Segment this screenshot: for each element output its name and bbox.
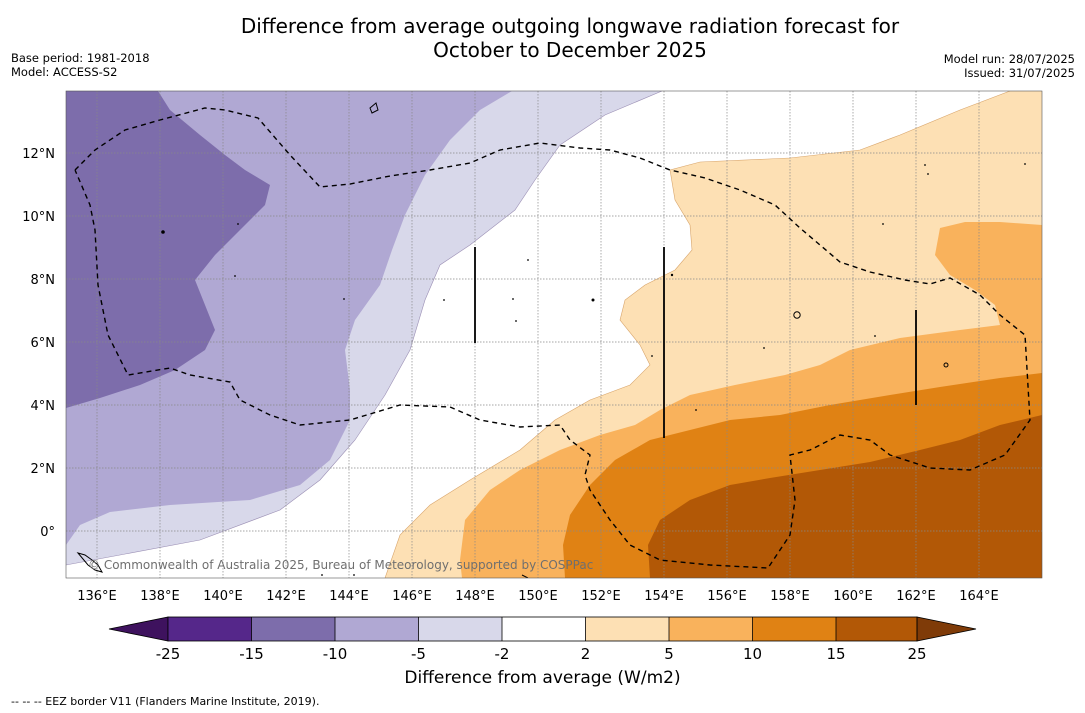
y-tick-12n: 12°N <box>22 147 55 162</box>
islands <box>76 102 949 578</box>
colorbar-label-10: 10 <box>743 645 762 663</box>
x-tick-152: 152°E <box>581 589 621 604</box>
colorbar-label-2: 2 <box>581 645 591 663</box>
colorbar-label-minus-5: -5 <box>411 645 426 663</box>
graticule <box>66 91 1042 578</box>
colorbar-swatch-7 <box>669 617 753 641</box>
map-frame <box>65 90 1043 579</box>
map-area <box>66 91 1042 578</box>
x-tick-144: 144°E <box>329 589 369 604</box>
colorbar-label-minus-10: -10 <box>323 645 348 663</box>
base-period: Base period: 1981-2018 <box>11 51 150 65</box>
x-tick-148: 148°E <box>455 589 495 604</box>
x-tick-164: 164°E <box>959 589 999 604</box>
meta-left: Base period: 1981-2018 Model: ACCESS-S2 <box>11 51 150 79</box>
boundary-lines <box>474 247 917 438</box>
colorbar-label-15: 15 <box>826 645 845 663</box>
model-name: Model: ACCESS-S2 <box>11 65 118 79</box>
x-axis-ticks: 136°E 138°E 140°E 142°E 144°E 146°E 148°… <box>77 589 999 604</box>
y-axis-ticks: 12°N 10°N 8°N 6°N 4°N 2°N 0° <box>22 147 55 540</box>
y-tick-6n: 6°N <box>31 336 56 351</box>
colorbar-label-25: 25 <box>907 645 926 663</box>
x-tick-154: 154°E <box>644 589 684 604</box>
x-tick-142: 142°E <box>266 589 306 604</box>
colorbar-swatch-4 <box>418 617 502 641</box>
map-title: Difference from average outgoing longwav… <box>0 14 1085 62</box>
title-line-2: October to December 2025 <box>433 38 707 62</box>
x-tick-160: 160°E <box>833 589 873 604</box>
olr-band-plus-15 <box>648 415 1042 578</box>
colorbar-label-minus-15: -15 <box>239 645 264 663</box>
colorbar-swatch-5 <box>502 617 586 641</box>
colorbar: -25 -15 -10 -5 -2 2 5 10 15 25 <box>108 616 977 663</box>
x-tick-156: 156°E <box>707 589 747 604</box>
colorbar-swatch-9 <box>836 617 917 641</box>
y-tick-4n: 4°N <box>31 399 56 414</box>
contour-lines <box>66 91 663 566</box>
meta-right: Model run: 28/07/2025 Issued: 31/07/2025 <box>944 52 1075 80</box>
olr-band-minus-15 <box>66 91 270 408</box>
colorbar-label-minus-2: -2 <box>495 645 510 663</box>
colorbar-label-minus-25: -25 <box>156 645 181 663</box>
colorbar-label-5: 5 <box>664 645 674 663</box>
colorbar-swatch-8 <box>752 617 836 641</box>
y-tick-10n: 10°N <box>22 210 55 225</box>
y-tick-2n: 2°N <box>31 462 56 477</box>
contour-lines-orange <box>384 91 1011 578</box>
colorbar-swatch-2 <box>251 617 335 641</box>
y-tick-8n: 8°N <box>31 273 56 288</box>
title-line-1: Difference from average outgoing longwav… <box>240 14 900 38</box>
x-tick-162: 162°E <box>896 589 936 604</box>
x-tick-140: 140°E <box>203 589 243 604</box>
eez-legend-note: -- -- -- EEZ border V11 (Flanders Marine… <box>11 695 320 708</box>
colorbar-swatch-6 <box>585 617 669 641</box>
colorbar-extend-high <box>916 616 977 642</box>
x-tick-138: 138°E <box>140 589 180 604</box>
island-dots <box>161 163 1026 576</box>
copyright-credit: © Commonwealth of Australia 2025, Bureau… <box>88 558 594 572</box>
colorbar-title: Difference from average (W/m2) <box>404 668 681 688</box>
x-tick-146: 146°E <box>392 589 432 604</box>
issued-date: Issued: 31/07/2025 <box>964 66 1075 80</box>
x-tick-158: 158°E <box>770 589 810 604</box>
y-tick-0: 0° <box>40 525 55 540</box>
model-run: Model run: 28/07/2025 <box>943 52 1075 66</box>
colorbar-swatch-1 <box>168 617 252 641</box>
x-tick-150: 150°E <box>518 589 558 604</box>
colorbar-extend-low <box>108 616 169 642</box>
colorbar-swatch-3 <box>335 617 419 641</box>
x-tick-136: 136°E <box>77 589 117 604</box>
